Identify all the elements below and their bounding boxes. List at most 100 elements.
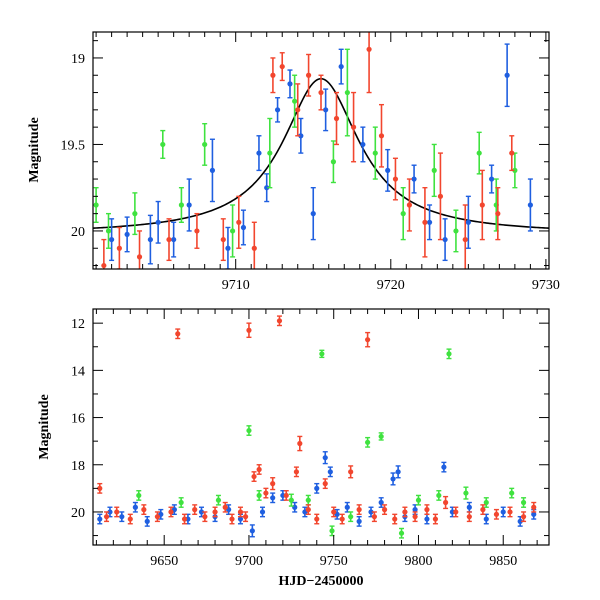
data-point-red xyxy=(276,315,283,327)
bottom-panel-x-axis-label: HJD−2450000 xyxy=(279,574,364,589)
x-tick-label: 9850 xyxy=(489,554,517,569)
x-tick-label: 9730 xyxy=(532,278,560,293)
data-point-red xyxy=(212,506,218,518)
data-point-blue xyxy=(314,482,320,494)
data-point-red xyxy=(406,178,413,232)
data-point-blue xyxy=(287,69,293,99)
data-point-red xyxy=(270,57,276,94)
data-point-red xyxy=(202,511,208,523)
data-point-red xyxy=(331,506,337,518)
data-point-red xyxy=(371,511,377,523)
data-point-blue xyxy=(109,218,115,262)
data-point-red xyxy=(333,91,340,146)
data-point-red xyxy=(356,504,362,516)
data-point-red xyxy=(466,511,472,523)
data-point-blue xyxy=(264,173,270,203)
data-point-green xyxy=(344,48,350,137)
data-point-red xyxy=(242,511,249,523)
data-point-blue xyxy=(356,515,362,527)
data-point-blue xyxy=(466,501,472,513)
x-tick-label: 9710 xyxy=(222,278,250,293)
data-point-blue xyxy=(378,497,384,508)
data-point-red xyxy=(256,464,262,475)
data-point-red xyxy=(339,513,345,525)
data-point-red xyxy=(220,218,226,262)
data-point-red xyxy=(236,195,242,249)
data-point-green xyxy=(476,131,482,175)
data-point-green xyxy=(132,192,138,236)
data-point-green xyxy=(105,212,112,249)
data-point-green xyxy=(398,527,405,539)
data-point-blue xyxy=(323,88,329,132)
data-point-green xyxy=(178,186,185,223)
data-point-blue xyxy=(500,506,506,518)
x-tick-label: 9650 xyxy=(150,554,178,569)
data-point-green xyxy=(436,490,442,501)
data-point-red xyxy=(114,506,120,518)
data-point-blue xyxy=(504,43,510,108)
data-point-blue xyxy=(270,492,276,504)
data-point-green xyxy=(292,74,298,128)
data-point-green xyxy=(509,487,515,499)
data-point-red xyxy=(350,91,357,163)
data-point-red xyxy=(366,32,372,94)
data-point-red xyxy=(166,218,172,262)
data-point-red xyxy=(432,513,439,525)
data-point-blue xyxy=(225,226,231,269)
data-point-green xyxy=(348,511,354,523)
data-point-green xyxy=(215,494,222,506)
data-point-blue xyxy=(426,204,433,241)
data-point-blue xyxy=(107,506,113,518)
data-point-blue xyxy=(360,126,366,163)
y-tick-label: 20 xyxy=(71,225,85,240)
data-point-red xyxy=(531,501,537,513)
data-point-green xyxy=(256,490,262,501)
data-point-green xyxy=(483,497,489,508)
data-point-blue xyxy=(97,513,103,525)
data-point-red xyxy=(181,513,188,525)
data-point-green xyxy=(160,129,166,159)
data-point-red xyxy=(154,511,161,523)
y-tick-label: 20 xyxy=(71,506,85,521)
y-tick-label: 18 xyxy=(71,459,85,474)
data-point-red xyxy=(348,465,354,479)
data-point-red xyxy=(424,504,430,516)
data-point-green xyxy=(372,126,378,180)
data-point-red xyxy=(263,487,269,499)
data-point-green xyxy=(267,117,273,189)
data-point-red xyxy=(462,204,468,269)
data-point-blue xyxy=(442,218,448,262)
data-point-red xyxy=(175,328,181,340)
data-point-blue xyxy=(395,465,401,479)
data-point-green xyxy=(319,349,325,359)
data-point-blue xyxy=(327,466,333,478)
data-point-red xyxy=(480,504,486,516)
data-point-red xyxy=(507,506,513,518)
data-point-green xyxy=(400,186,406,241)
data-point-red xyxy=(116,226,122,269)
data-point-red xyxy=(412,511,418,523)
data-point-red xyxy=(305,53,312,97)
data-point-red xyxy=(168,506,174,518)
bottom-panel-data-marks xyxy=(97,315,537,539)
x-tick-label: 9750 xyxy=(320,554,348,569)
data-point-red xyxy=(437,152,444,241)
data-point-blue xyxy=(240,209,247,246)
data-point-green xyxy=(463,486,469,500)
data-point-blue xyxy=(527,178,533,232)
data-point-red xyxy=(318,74,324,111)
data-point-red xyxy=(103,511,110,523)
data-point-green xyxy=(330,140,337,184)
top-panel-ticks: 9710 9720 9730 19 19.5 20 xyxy=(61,32,560,293)
data-point-red xyxy=(297,435,303,452)
bottom-panel-full-light-curve: 9650 9700 9750 9800 9850 12 14 16 18 20 Magnitude… xyxy=(37,308,550,589)
data-point-blue xyxy=(298,117,304,154)
data-point-green xyxy=(305,494,311,506)
data-point-red xyxy=(314,513,320,525)
data-point-red xyxy=(442,495,449,510)
y-tick-label: 12 xyxy=(71,317,85,332)
data-point-red xyxy=(479,169,485,241)
data-point-blue xyxy=(424,513,430,525)
data-point-green xyxy=(229,204,236,258)
